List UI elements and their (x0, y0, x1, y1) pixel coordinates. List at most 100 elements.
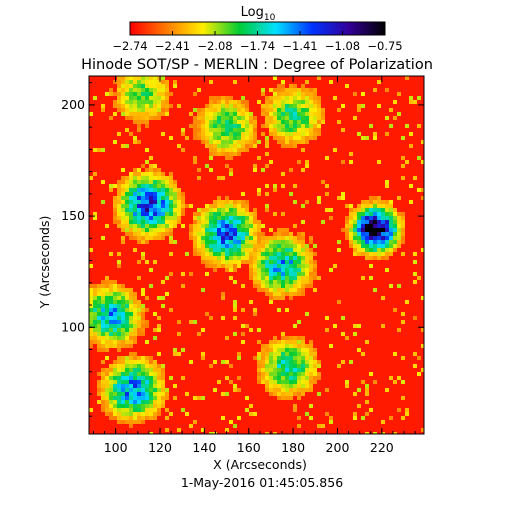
heatmap-cell (125, 84, 129, 88)
heatmap-cell (241, 232, 245, 236)
heatmap-cell (121, 316, 125, 320)
heatmap-cell (245, 140, 249, 144)
heatmap-cell (141, 92, 145, 96)
heatmap-cell (165, 224, 169, 228)
heatmap-cell (157, 180, 161, 184)
heatmap-cell (133, 312, 137, 316)
heatmap-cell (365, 432, 369, 434)
heatmap-cell (221, 108, 225, 112)
x-axis: 100 120 140 160 180 200 220 (92, 76, 416, 455)
heatmap-cell (141, 100, 145, 104)
heatmap-cell (257, 192, 261, 196)
heatmap-cell (113, 100, 117, 104)
heatmap-cell (241, 224, 245, 228)
footer-date: 1-May-2016 01:45:05.856 (181, 475, 343, 490)
heatmap-cell (93, 96, 97, 100)
heatmap-cell (129, 132, 133, 136)
heatmap-cell (141, 240, 145, 244)
heatmap-cell (353, 116, 357, 120)
heatmap-cell (121, 392, 125, 396)
heatmap-cell (305, 376, 309, 380)
heatmap-cell (293, 116, 297, 120)
heatmap-cell (281, 380, 285, 384)
heatmap-cell (253, 280, 257, 284)
heatmap-cell (277, 344, 281, 348)
heatmap-cell (117, 340, 121, 344)
heatmap-cell (361, 104, 365, 108)
heatmap-cell (221, 152, 225, 156)
heatmap-cell (421, 368, 424, 372)
heatmap-cell (281, 288, 285, 292)
heatmap-cell (245, 256, 249, 260)
heatmap-cell (233, 124, 237, 128)
heatmap-cell (273, 276, 277, 280)
heatmap-cell (205, 224, 209, 228)
heatmap-cell (401, 212, 405, 216)
heatmap-cell (233, 316, 237, 320)
heatmap-cell (165, 204, 169, 208)
heatmap-cell (149, 164, 153, 168)
heatmap-cell (253, 312, 257, 316)
heatmap-cell (113, 404, 117, 408)
heatmap-cell (129, 172, 133, 176)
heatmap-cell (217, 136, 221, 140)
heatmap-cell (297, 372, 301, 376)
heatmap-cell (297, 424, 301, 428)
heatmap-cell (289, 396, 293, 400)
heatmap-cell (309, 384, 313, 388)
heatmap-cell (149, 404, 153, 408)
heatmap-cell (201, 232, 205, 236)
heatmap-cell (233, 236, 237, 240)
heatmap-cell (121, 396, 125, 400)
heatmap-cell (221, 296, 225, 300)
heatmap-cell (101, 236, 105, 240)
heatmap-cell (201, 212, 205, 216)
heatmap-cell (289, 116, 293, 120)
heatmap-cell (141, 200, 145, 204)
heatmap-cell (353, 224, 357, 228)
heatmap-cell (181, 200, 185, 204)
heatmap-cell (129, 100, 133, 104)
heatmap-cell (141, 232, 145, 236)
heatmap-cell (233, 280, 237, 284)
heatmap-cell (157, 84, 161, 88)
heatmap-cell (245, 112, 249, 116)
heatmap-cell (285, 376, 289, 380)
heatmap-cell (277, 272, 281, 276)
heatmap-cell (153, 192, 157, 196)
heatmap-cell (289, 132, 293, 136)
heatmap-cell (145, 180, 149, 184)
heatmap-cell (209, 148, 213, 152)
heatmap-cell (385, 248, 389, 252)
heatmap-cell (281, 140, 285, 144)
heatmap-cell (129, 388, 133, 392)
heatmap-cell (101, 300, 105, 304)
heatmap-cell (229, 244, 233, 248)
heatmap-cell (245, 232, 249, 236)
heatmap-cell (165, 192, 169, 196)
heatmap-cell (329, 420, 333, 424)
heatmap-cell (281, 120, 285, 124)
heatmap-cell (261, 352, 265, 356)
heatmap-cell (361, 416, 365, 420)
heatmap-cell (145, 116, 149, 120)
heatmap-cell (313, 136, 317, 140)
heatmap-cell (125, 396, 129, 400)
heatmap-cell (277, 128, 281, 132)
heatmap-cell (257, 256, 261, 260)
heatmap-cell (141, 184, 145, 188)
heatmap-cell (129, 104, 133, 108)
heatmap-cell (217, 260, 221, 264)
heatmap-cell (321, 112, 325, 116)
heatmap-cell (277, 356, 281, 360)
heatmap-cell (377, 196, 381, 200)
heatmap-cell (145, 392, 149, 396)
heatmap-cell (121, 144, 125, 148)
heatmap-cell (105, 348, 109, 352)
heatmap-cell (233, 144, 237, 148)
heatmap-cell (409, 96, 413, 100)
heatmap-cell (401, 252, 405, 256)
heatmap-cell (261, 232, 265, 236)
heatmap-cell (101, 308, 105, 312)
heatmap-cell (261, 284, 265, 288)
